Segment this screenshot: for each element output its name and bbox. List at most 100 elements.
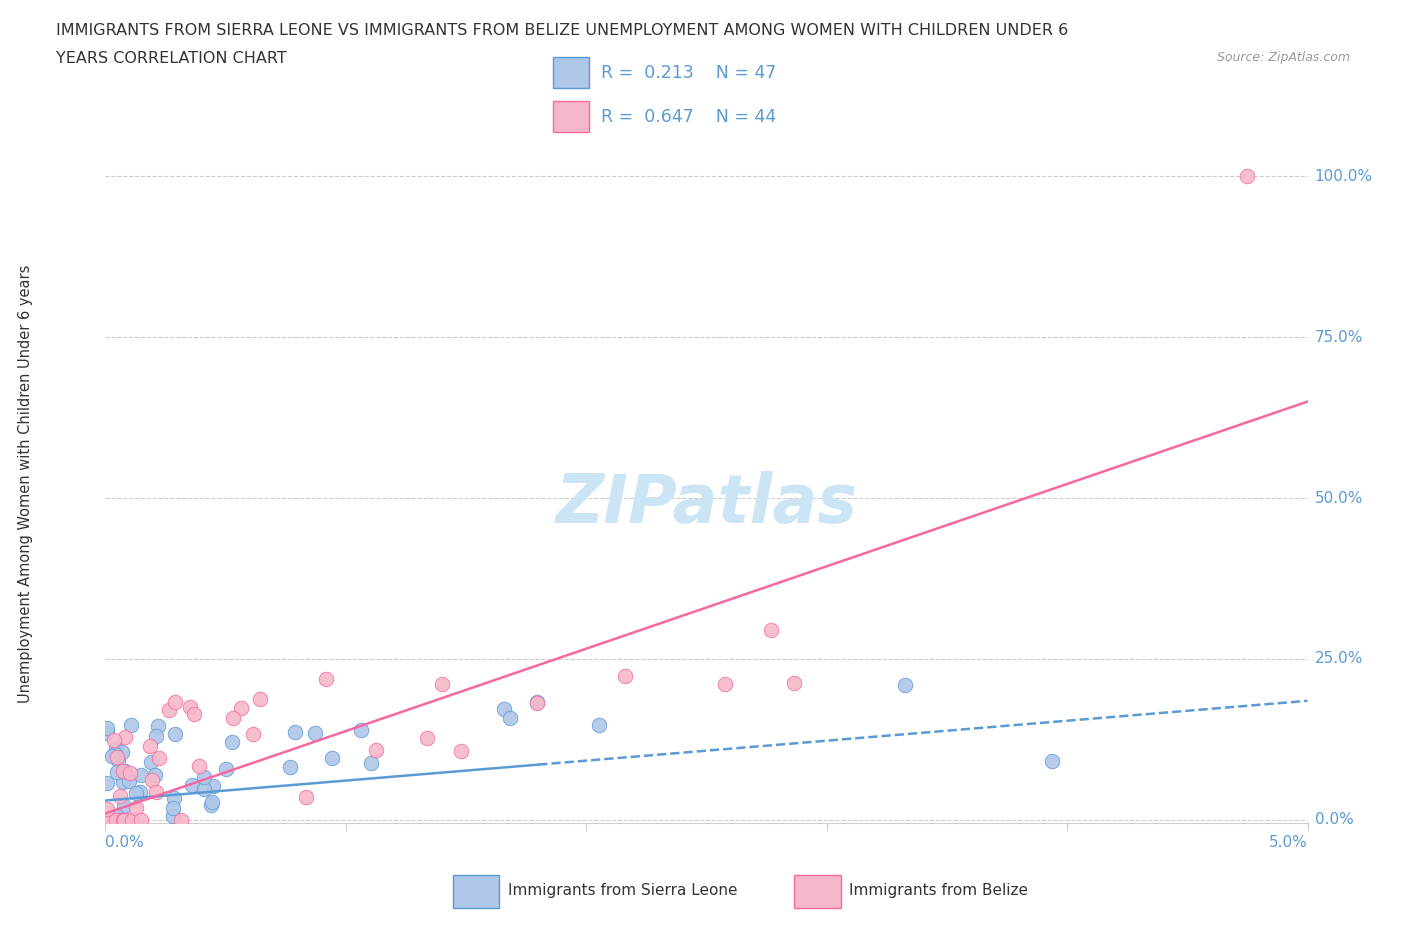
Point [249, 691, 271, 706]
Point [163, 695, 186, 710]
Point [148, 751, 170, 765]
Point [121, 813, 143, 828]
Point [179, 700, 201, 715]
Text: IMMIGRANTS FROM SIERRA LEONE VS IMMIGRANTS FROM BELIZE UNEMPLOYMENT AMONG WOMEN : IMMIGRANTS FROM SIERRA LEONE VS IMMIGRAN… [56, 23, 1069, 38]
Point [114, 813, 136, 828]
Text: 5.0%: 5.0% [1268, 835, 1308, 850]
Point [783, 675, 806, 690]
Point [111, 774, 134, 789]
Point [1042, 754, 1064, 769]
Point [1236, 169, 1258, 184]
Point [141, 773, 163, 788]
Point [614, 669, 637, 684]
Point [118, 765, 141, 780]
Text: 0.0%: 0.0% [105, 835, 145, 850]
Point [242, 727, 264, 742]
Point [120, 718, 142, 733]
Point [112, 813, 135, 828]
Point [222, 711, 245, 725]
Point [107, 764, 129, 779]
Text: 25.0%: 25.0% [1315, 651, 1362, 667]
Point [201, 795, 224, 810]
Point [162, 801, 184, 816]
Point [125, 785, 148, 800]
Point [714, 676, 737, 691]
Point [103, 732, 125, 747]
Point [101, 748, 124, 763]
Point [112, 799, 135, 814]
FancyBboxPatch shape [794, 875, 841, 909]
Point [101, 813, 124, 828]
Point [96, 776, 118, 790]
Point [416, 731, 439, 746]
Point [894, 677, 917, 692]
Point [105, 750, 128, 764]
Point [215, 761, 238, 776]
Point [200, 798, 222, 813]
Point [124, 801, 146, 816]
Point [118, 774, 141, 789]
Point [96, 725, 118, 740]
Point [193, 770, 215, 785]
FancyBboxPatch shape [554, 101, 589, 132]
Point [588, 718, 610, 733]
Point [129, 768, 152, 783]
Point [499, 711, 522, 725]
Point [104, 742, 127, 757]
Point [148, 718, 170, 733]
Point [165, 727, 187, 742]
Point [315, 671, 337, 686]
Point [526, 696, 548, 711]
Point [170, 813, 193, 828]
Point [321, 751, 343, 765]
Point [110, 813, 132, 828]
FancyBboxPatch shape [453, 875, 499, 909]
Text: R =  0.213    N = 47: R = 0.213 N = 47 [602, 64, 776, 82]
Point [129, 813, 152, 828]
Point [183, 707, 205, 722]
Point [111, 745, 134, 760]
Point [360, 756, 382, 771]
Point [104, 813, 127, 828]
Point [96, 721, 118, 736]
Point [526, 695, 548, 710]
Point [108, 789, 131, 804]
Point [163, 790, 186, 805]
Text: 0.0%: 0.0% [1315, 812, 1354, 828]
Point [278, 760, 301, 775]
Point [98, 813, 121, 828]
Point [450, 743, 472, 758]
Point [114, 813, 136, 828]
Text: Immigrants from Sierra Leone: Immigrants from Sierra Leone [508, 883, 737, 898]
Point [221, 735, 243, 750]
Point [157, 703, 180, 718]
Point [141, 755, 163, 770]
Text: Source: ZipAtlas.com: Source: ZipAtlas.com [1216, 51, 1350, 64]
FancyBboxPatch shape [554, 58, 589, 88]
Point [143, 768, 166, 783]
Point [107, 752, 129, 767]
Point [304, 725, 326, 740]
Text: YEARS CORRELATION CHART: YEARS CORRELATION CHART [56, 51, 287, 66]
Text: ZIPatlas: ZIPatlas [555, 471, 858, 537]
Point [229, 701, 252, 716]
Point [107, 808, 129, 823]
Text: Immigrants from Belize: Immigrants from Belize [849, 883, 1028, 898]
Point [284, 724, 307, 739]
Point [138, 738, 160, 753]
Point [96, 802, 118, 817]
Point [114, 764, 136, 778]
Point [162, 809, 184, 824]
Point [432, 676, 454, 691]
Text: 50.0%: 50.0% [1315, 491, 1362, 506]
Point [104, 747, 127, 762]
Text: 75.0%: 75.0% [1315, 330, 1362, 345]
Point [494, 702, 516, 717]
Point [145, 729, 167, 744]
Point [145, 784, 167, 799]
Text: 100.0%: 100.0% [1315, 169, 1372, 184]
Point [101, 813, 124, 828]
Point [111, 764, 134, 778]
Point [759, 623, 782, 638]
Point [295, 790, 318, 804]
